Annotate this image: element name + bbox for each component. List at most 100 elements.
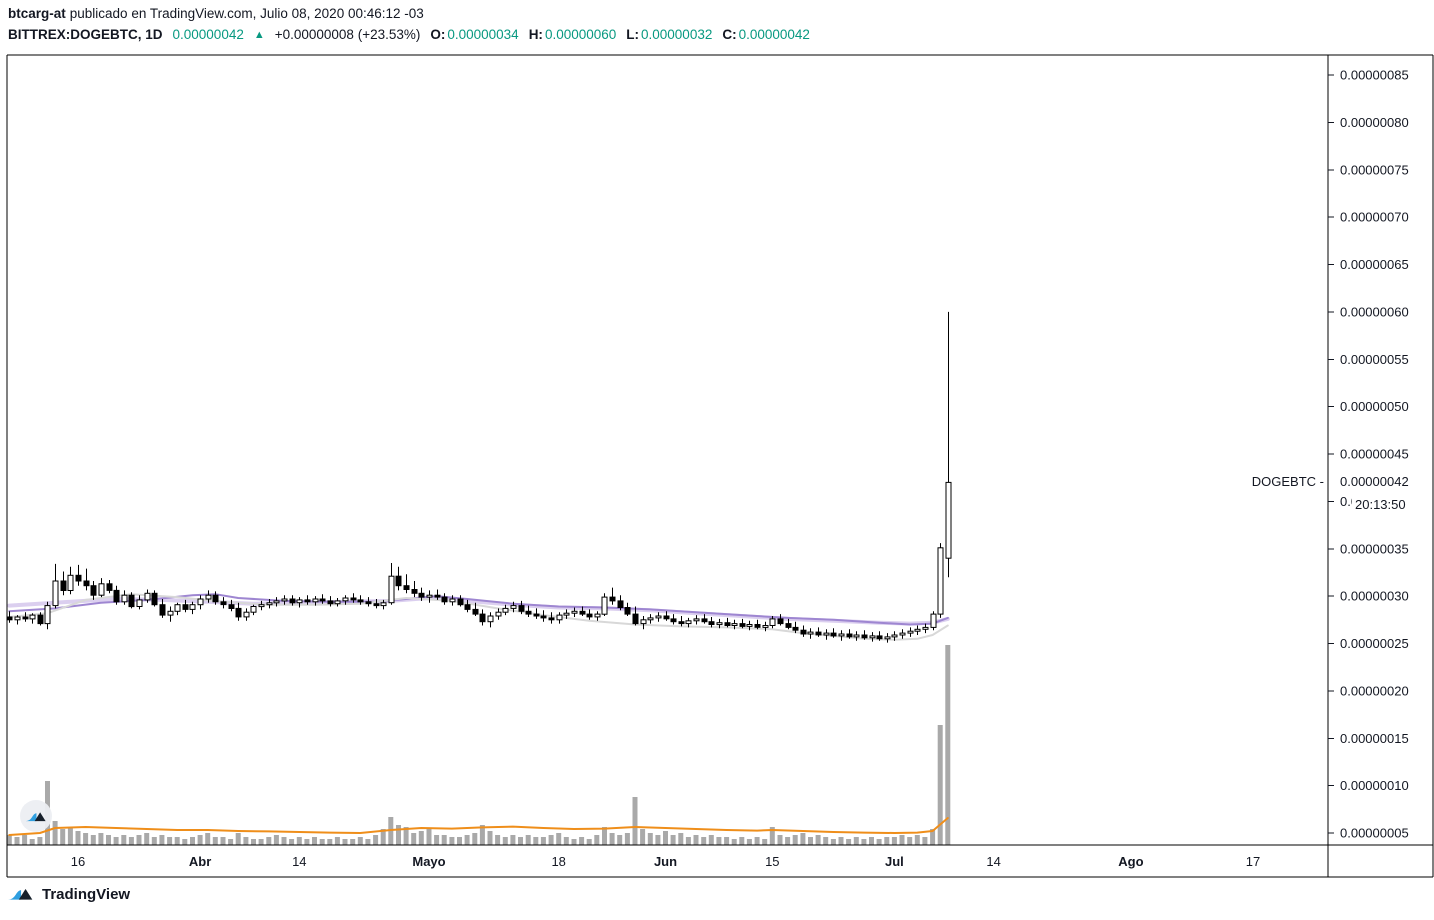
tradingview-footer-link[interactable]: TradingView	[7, 885, 130, 903]
time-axis-label: 18	[551, 854, 565, 869]
volume-bar	[113, 837, 119, 845]
volume-bar	[930, 829, 936, 845]
candle-body-down	[861, 634, 868, 639]
candle-body-down	[754, 624, 761, 628]
volume-bar	[556, 833, 562, 845]
candle-body-up	[647, 617, 654, 621]
volume-bar	[663, 831, 668, 845]
volume-bar	[334, 837, 340, 845]
candle-body-up	[594, 613, 601, 618]
candle-body-down	[830, 632, 837, 637]
ma-line-purple	[8, 593, 949, 626]
volume-bar	[853, 837, 859, 845]
price-tick-label: 0.00000050	[1340, 399, 1409, 414]
volume-bar	[762, 839, 768, 845]
candle-body-down	[350, 597, 357, 601]
candle-body-up	[769, 618, 776, 627]
volume-bar	[670, 835, 676, 845]
candle-body-up	[899, 632, 906, 636]
candle-body-down	[678, 621, 685, 625]
candle-body-down	[815, 631, 822, 636]
volume-bar	[258, 839, 264, 845]
volume-bar	[380, 829, 386, 845]
price-tick-label: 0.00000065	[1340, 257, 1409, 272]
volume-bar	[815, 835, 821, 845]
candle-body-down	[708, 621, 715, 626]
volume-bar	[533, 837, 539, 845]
candle-body-up	[197, 598, 204, 606]
last-price: 0.00000042	[172, 27, 244, 42]
volume-bar	[823, 837, 829, 845]
volume-bar	[487, 831, 493, 845]
high-number: 0.00000060	[544, 27, 617, 42]
symbol-title: BITTREX:DOGEBTC, 1D	[8, 27, 163, 42]
volume-bar	[411, 833, 417, 845]
volume-bar	[159, 835, 165, 845]
volume-bar	[449, 837, 455, 845]
tradingview-watermark-button[interactable]	[20, 800, 52, 832]
price-tick-label: 0.00000055	[1340, 352, 1409, 367]
volume-bar	[60, 829, 66, 845]
volume-bar	[373, 835, 379, 845]
time-axis-label: 16	[71, 854, 85, 869]
candle-body-up	[716, 622, 723, 626]
volume-bar	[922, 837, 928, 845]
volume-bar	[563, 837, 569, 845]
candle-body-up	[907, 630, 914, 634]
candle-body-up	[685, 620, 692, 625]
volume-bar	[647, 833, 653, 845]
candle-body-down	[479, 613, 486, 623]
volume-bar	[678, 833, 684, 845]
volume-bar	[167, 837, 173, 845]
candle-body-up	[189, 604, 196, 610]
volume-bar	[190, 837, 195, 845]
price-axis[interactable]	[1328, 55, 1434, 845]
candle-body-down	[540, 615, 547, 619]
volume-bar	[685, 837, 691, 845]
candle-body-up	[296, 599, 303, 604]
volume-bar	[914, 835, 920, 845]
price-tick-label: 0.00000070	[1340, 210, 1409, 225]
attribution-line: btcarg-at publicado en TradingView.com, …	[8, 6, 424, 21]
volume-bar	[441, 835, 447, 845]
volume-bar	[14, 837, 20, 845]
volume-bar	[594, 835, 600, 845]
candle-body-up	[502, 607, 509, 613]
author-name: btcarg-at	[8, 6, 66, 21]
candle-body-up	[510, 605, 517, 609]
volume-bar	[174, 837, 180, 845]
candle-body-up	[174, 604, 181, 612]
candle-body-down	[876, 635, 883, 640]
price-tick-label: 0.00000060	[1340, 304, 1409, 319]
volume-bar	[350, 839, 356, 845]
low-value: L: 0.00000032	[626, 27, 712, 42]
tradingview-logo-icon	[8, 888, 33, 900]
time-axis-label: Jul	[885, 854, 904, 869]
candle-body-down	[777, 618, 784, 625]
candle-body-up	[640, 619, 647, 625]
volume-bar	[754, 837, 760, 845]
volume-bar	[808, 837, 813, 845]
candle-body-down	[60, 580, 67, 591]
time-axis[interactable]	[7, 845, 1434, 877]
volume-bar	[83, 833, 89, 845]
candle-body-up	[937, 547, 944, 615]
candle-body-up	[945, 481, 952, 559]
volume-bar	[319, 839, 325, 845]
volume-bar	[128, 837, 134, 845]
candle-body-down	[90, 585, 97, 596]
candle-body-down	[403, 585, 410, 591]
volume-bar	[891, 837, 897, 845]
candle-body-down	[785, 623, 792, 628]
candle-body-up	[334, 600, 341, 605]
volume-bar	[220, 837, 226, 845]
volume-bar	[792, 835, 798, 845]
candle-body-down	[395, 575, 402, 587]
candle-body-up	[601, 596, 608, 615]
volume-bar	[182, 839, 188, 845]
candle-body-up	[266, 602, 273, 606]
high-value: H: 0.00000060	[529, 27, 617, 42]
volume-bar	[746, 839, 752, 845]
candle-body-down	[792, 626, 799, 631]
